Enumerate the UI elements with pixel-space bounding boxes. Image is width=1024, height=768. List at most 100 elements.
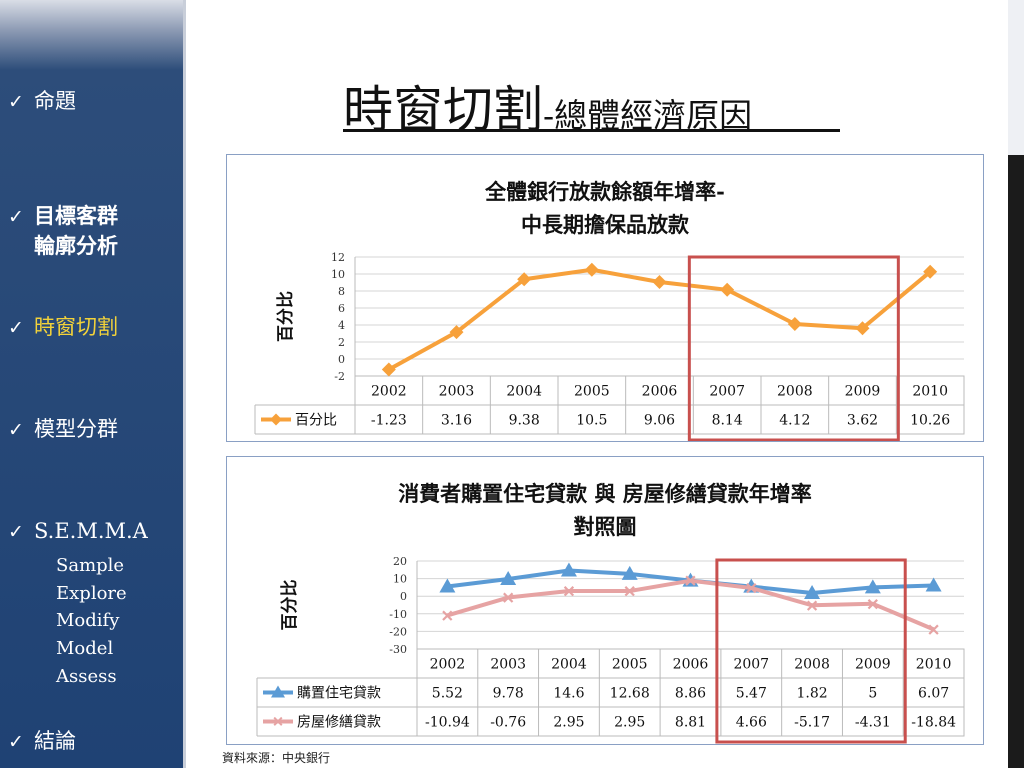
x-category-label: 2006 xyxy=(673,657,709,673)
x-category-label: 2003 xyxy=(490,657,526,673)
sidebar-item-proposition[interactable]: ✓ 命題 xyxy=(8,86,76,117)
chart-title-line1: 消費者購置住宅貸款 與 房屋修繕貸款年增率 xyxy=(398,481,812,506)
y-tick-label: -30 xyxy=(389,643,407,656)
data-label: 10.26 xyxy=(910,413,950,429)
data-label: 10.5 xyxy=(576,413,607,429)
data-point: ✕ xyxy=(805,596,818,615)
check-icon: ✓ xyxy=(8,91,24,113)
data-point xyxy=(652,274,667,289)
data-label: 3.16 xyxy=(441,413,472,429)
chart-title-line2: 中長期擔保品放款 xyxy=(521,212,689,237)
data-point: ✕ xyxy=(684,572,697,591)
x-category-label: 2003 xyxy=(439,384,475,400)
data-point xyxy=(925,577,942,592)
sidebar-item-label: 目標客群 xyxy=(34,203,118,228)
legend-marker xyxy=(271,685,285,698)
y-axis-label: 百分比 xyxy=(275,291,296,342)
check-icon: ✓ xyxy=(8,419,24,441)
series-line xyxy=(446,578,935,632)
sidebar-item-semma[interactable]: ✓ S.E.M.M.A xyxy=(8,516,148,547)
data-label: 6.07 xyxy=(918,686,949,702)
data-point: ✕ xyxy=(501,589,514,608)
data-label: 1.82 xyxy=(796,686,827,702)
data-label: -5.17 xyxy=(794,715,830,731)
right-edge-strip xyxy=(1008,0,1024,155)
data-point: ✕ xyxy=(562,582,575,601)
data-label: -10.94 xyxy=(425,715,470,731)
data-label: -0.76 xyxy=(490,715,526,731)
y-axis-label: 百分比 xyxy=(279,580,300,631)
data-label: 8.86 xyxy=(675,686,706,702)
data-label: 5.52 xyxy=(432,686,463,702)
x-category-label: 2010 xyxy=(916,657,952,673)
data-point xyxy=(449,325,464,340)
semma-sub-explore: Explore xyxy=(56,583,127,604)
sidebar-item-target-profile[interactable]: ✓ 目標客群輪廓分析 xyxy=(8,201,118,261)
highlight-box xyxy=(715,558,907,744)
data-point: ✕ xyxy=(623,582,636,601)
x-category-label: 2005 xyxy=(574,384,610,400)
check-icon: ✓ xyxy=(8,521,24,543)
data-label: 9.06 xyxy=(644,413,675,429)
sidebar-item-conclusion[interactable]: ✓ 結論 xyxy=(8,726,76,757)
y-tick-label: -10 xyxy=(389,608,407,621)
x-category-label: 2007 xyxy=(709,384,745,400)
source-note: 資料來源：中央銀行 xyxy=(222,751,331,765)
check-icon: ✓ xyxy=(8,731,24,753)
y-tick-label: 20 xyxy=(393,555,407,568)
x-category-label: 2010 xyxy=(912,384,948,400)
y-tick-label: 4 xyxy=(338,319,345,332)
semma-sub-modify: Modify xyxy=(56,610,120,631)
y-tick-label: 10 xyxy=(331,268,345,281)
legend-label: 百分比 xyxy=(295,413,337,429)
data-point: ✕ xyxy=(441,606,454,625)
data-label: 9.78 xyxy=(493,686,524,702)
chart-loan-growth: 12 10 8 6 4 2 0 -2 百分比 2002 2003 2004 2005 2006 2007 20… xyxy=(254,251,965,441)
data-point xyxy=(560,562,577,577)
title-underline xyxy=(343,129,840,132)
semma-sub-assess: Assess xyxy=(56,666,117,687)
data-label: 8.14 xyxy=(712,413,743,429)
sidebar-item-label: 輪廓分析 xyxy=(34,233,118,258)
data-point xyxy=(517,272,532,287)
semma-sub-sample: Sample xyxy=(56,555,125,576)
chart-panel-housing-loans: 消費者購置住宅貸款 與 房屋修繕貸款年增率 對照圖 20 10 0 -10 -20 -30… xyxy=(226,456,984,745)
y-tick-label: 8 xyxy=(338,285,345,298)
data-point xyxy=(923,264,938,279)
y-tick-label: 2 xyxy=(338,336,345,349)
sidebar-item-time-window[interactable]: ✓ 時窗切割 xyxy=(8,312,118,343)
sidebar-divider xyxy=(183,0,186,768)
y-tick-label: -2 xyxy=(334,370,345,383)
data-point xyxy=(584,262,599,277)
data-label: 5.47 xyxy=(736,686,767,702)
x-category-label: 2006 xyxy=(642,384,678,400)
sidebar-item-label: 結論 xyxy=(34,729,76,753)
x-category-label: 2004 xyxy=(551,657,587,673)
check-icon: ✓ xyxy=(8,317,24,339)
sidebar-item-label: 命題 xyxy=(34,89,76,113)
sidebar-item-label: 時窗切割 xyxy=(34,315,118,339)
data-label: 5 xyxy=(868,686,877,702)
data-point xyxy=(864,579,881,594)
data-label: -1.23 xyxy=(371,413,407,429)
data-point xyxy=(720,282,735,297)
chart-title-line2: 對照圖 xyxy=(573,514,637,539)
legend-label: 房屋修繕貸款 xyxy=(297,715,381,731)
legend-label: 購置住宅貸款 xyxy=(297,686,381,702)
data-label: 12.68 xyxy=(610,686,650,702)
data-point xyxy=(621,565,638,580)
x-category-label: 2005 xyxy=(612,657,648,673)
data-point: ✕ xyxy=(927,620,940,639)
data-point xyxy=(381,362,396,377)
y-tick-label: 0 xyxy=(400,590,407,603)
y-tick-label: 12 xyxy=(331,251,345,264)
data-point: ✕ xyxy=(745,579,758,598)
data-point xyxy=(500,570,517,585)
legend-marker xyxy=(270,413,282,426)
data-point: ✕ xyxy=(866,595,879,614)
check-icon: ✓ xyxy=(8,206,24,228)
data-point xyxy=(787,316,802,331)
sidebar-item-model-clustering[interactable]: ✓ 模型分群 xyxy=(8,414,118,445)
x-category-label: 2009 xyxy=(845,384,881,400)
